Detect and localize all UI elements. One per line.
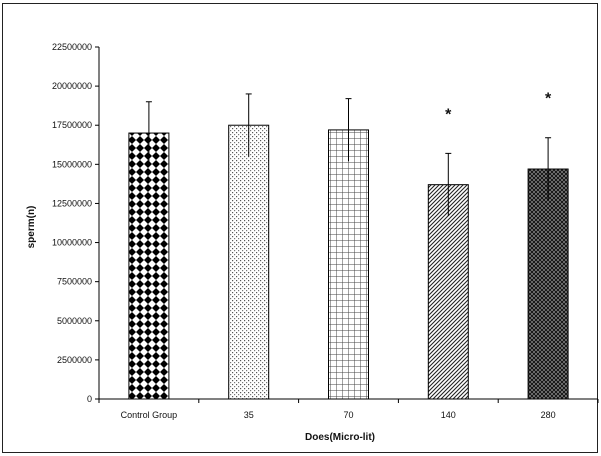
bar [328, 129, 369, 400]
x-tick-label: 35 [244, 410, 254, 420]
significance-marker: * [545, 91, 552, 108]
bar [228, 124, 270, 400]
bar [427, 184, 469, 400]
y-tick-label: 7500000 [57, 277, 92, 287]
y-tick-label: 10000000 [52, 238, 92, 248]
bar [527, 168, 569, 400]
y-tick-label: 15000000 [52, 159, 92, 169]
x-tick-label: 280 [541, 410, 556, 420]
bar [128, 132, 170, 400]
x-tick-label: 70 [343, 410, 353, 420]
chart-frame [2, 3, 598, 453]
y-tick-label: 2500000 [57, 355, 92, 365]
y-tick-label: 20000000 [52, 81, 92, 91]
y-tick-label: 12500000 [52, 198, 92, 208]
significance-marker: * [445, 106, 452, 123]
y-tick-label: 22500000 [52, 42, 92, 52]
x-tick-label: Control Group [121, 410, 178, 420]
y-tick-label: 0 [87, 394, 92, 404]
x-axis-title: Does(Micro-lit) [305, 432, 375, 443]
x-tick-label: 140 [441, 410, 456, 420]
y-axis-title: sperm(n) [26, 206, 37, 249]
bars: ** [128, 91, 569, 400]
tick-labels: 0 2500000 5000000 7500000 10000000 12500000 15… [52, 42, 556, 420]
y-tick-label: 5000000 [57, 316, 92, 326]
y-tick-label: 17500000 [52, 120, 92, 130]
